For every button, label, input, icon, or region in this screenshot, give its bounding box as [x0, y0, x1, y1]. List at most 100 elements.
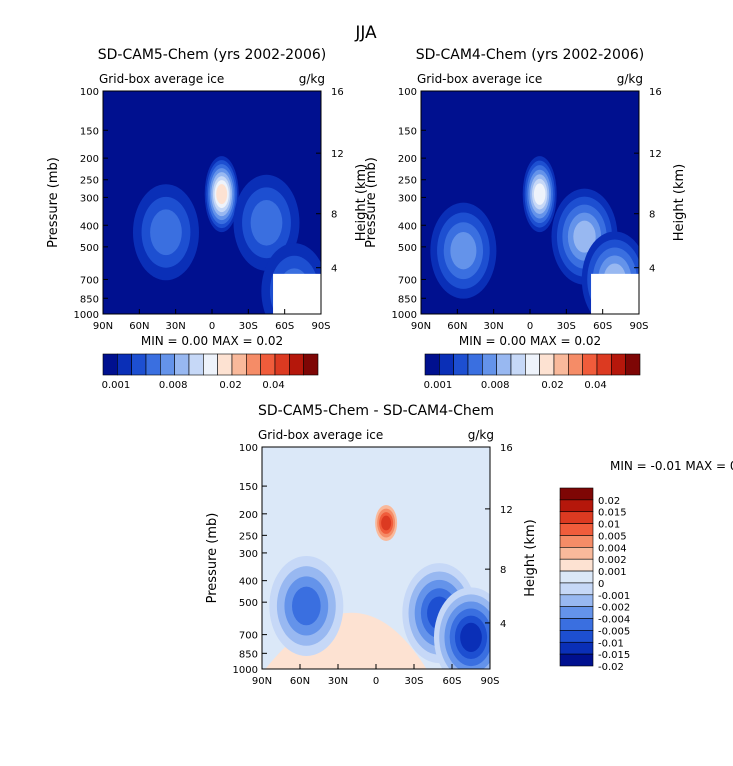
colorbar-swatch	[467, 353, 483, 376]
y-tick-label: 200	[398, 154, 417, 165]
y-tick-label: 150	[398, 126, 417, 137]
colorbar-swatch	[203, 353, 218, 376]
colorbar-swatch	[525, 353, 540, 376]
x-tick-label: 90S	[311, 321, 330, 332]
colorbar-swatch	[260, 353, 276, 376]
colorbar-swatch	[582, 353, 598, 376]
panel-cam5: SD-CAM5-Chem (yrs 2002-2006) Grid-box ave…	[46, 47, 369, 391]
y-tick-label: 850	[80, 294, 99, 305]
colorbar-swatch	[559, 570, 594, 584]
panel-subtitle: Grid-box average ice	[417, 72, 542, 86]
colorbar-swatch	[145, 353, 161, 376]
y-axis: 100 150 200 250 300 400 500 700 850 1000	[74, 87, 108, 321]
negative-contour	[292, 586, 321, 626]
height-tick-label: 8	[500, 565, 506, 576]
panel-cam4: SD-CAM4-Chem (yrs 2002-2006) Grid-box ave…	[364, 47, 687, 391]
height-tick-label: 4	[331, 264, 337, 275]
y-tick-label: 250	[80, 176, 99, 187]
colorbar-label: -0.01	[598, 638, 624, 649]
x-tick-label: 60N	[290, 676, 310, 687]
colorbar-label: -0.02	[598, 662, 624, 673]
panel-subtitle: Grid-box average ice	[99, 72, 224, 86]
colorbar-swatch	[439, 353, 454, 376]
y-tick-label: 150	[239, 482, 258, 493]
colorbar-swatch	[117, 353, 132, 376]
height-axis-label: Height (km)	[672, 164, 687, 241]
y-tick-label: 1000	[74, 310, 99, 321]
x-tick-label: 30S	[404, 676, 423, 687]
y-tick-label: 400	[239, 577, 258, 588]
colorbar-label: 0.015	[598, 508, 627, 519]
colorbar-label: 0.04	[584, 380, 606, 391]
height-axis-label: Height (km)	[354, 164, 369, 241]
colorbar-label: 0.01	[598, 520, 620, 531]
colorbar-swatch	[559, 558, 594, 572]
x-tick-label: 30S	[239, 321, 258, 332]
colorbar-label: 0.02	[598, 496, 620, 507]
colorbar-swatch	[559, 523, 594, 536]
colorbar-label: -0.002	[598, 603, 630, 614]
colorbar-label: 0.02	[541, 380, 563, 391]
y-tick-label: 500	[239, 598, 258, 609]
contour-level	[533, 183, 546, 205]
height-tick-label: 12	[331, 149, 344, 160]
colorbar-swatch	[289, 353, 304, 376]
y-axis: 100 150 200 250 300 400 500 700 850 1000	[392, 87, 426, 321]
x-tick-label: 90S	[480, 676, 499, 687]
y-tick-label: 300	[239, 549, 258, 560]
height-tick-label: 16	[649, 87, 662, 98]
panel-difference: SD-CAM5-Chem - SD-CAM4-Chem Grid-box aver…	[205, 403, 733, 687]
negative-contour	[460, 622, 482, 652]
colorbar-swatch	[231, 353, 247, 376]
y-tick-label: 500	[398, 243, 417, 254]
x-tick-label: 0	[209, 321, 215, 332]
y-tick-label: 250	[398, 176, 417, 187]
height-axis: 16 12 8 4	[634, 87, 662, 275]
y-tick-label: 700	[80, 275, 99, 286]
x-axis: 90N 60N 30N 0 30S 60S 90S	[93, 309, 331, 332]
colorbar-label: 0.001	[102, 380, 131, 391]
height-tick-label: 12	[500, 505, 513, 516]
height-tick-label: 8	[649, 210, 655, 221]
colorbar-swatch	[131, 353, 147, 376]
min-max-label: MIN = -0.01 MAX = 0.00	[610, 459, 733, 473]
colorbar-swatch	[611, 353, 626, 376]
contour-level	[150, 209, 182, 256]
y-tick-label: 850	[239, 649, 258, 660]
y-axis-label: Pressure (mb)	[205, 513, 220, 604]
colorbar-swatch	[559, 547, 594, 560]
x-tick-label: 60N	[129, 321, 149, 332]
colorbar: 0.001 0.008 0.02 0.04	[424, 353, 641, 391]
colorbar-label: -0.001	[598, 591, 630, 602]
panel-units: g/kg	[468, 428, 494, 442]
missing-data	[591, 273, 639, 314]
height-tick-label: 16	[500, 443, 513, 454]
colorbar-swatch	[274, 353, 290, 376]
panel-title: SD-CAM5-Chem (yrs 2002-2006)	[98, 47, 326, 63]
panel-units: g/kg	[299, 72, 325, 86]
y-tick-label: 300	[398, 193, 417, 204]
panel-title: SD-CAM4-Chem (yrs 2002-2006)	[416, 47, 644, 63]
colorbar-label: 0.02	[219, 380, 241, 391]
colorbar-swatch	[188, 353, 204, 376]
height-tick-label: 4	[649, 264, 655, 275]
colorbar-label: 0.04	[262, 380, 284, 391]
y-tick-label: 700	[398, 275, 417, 286]
colorbar-swatch	[559, 641, 594, 655]
colorbar-swatch	[559, 630, 594, 643]
colorbar-swatch	[559, 582, 594, 596]
x-tick-label: 90N	[411, 321, 431, 332]
y-tick-label: 500	[80, 243, 99, 254]
x-tick-label: 60S	[442, 676, 461, 687]
colorbar-label: 0.001	[598, 567, 627, 578]
y-tick-label: 200	[239, 510, 258, 521]
min-max-label: MIN = 0.00 MAX = 0.02	[141, 334, 283, 348]
colorbar-label: 0.002	[598, 555, 627, 566]
panel-title: SD-CAM5-Chem - SD-CAM4-Chem	[258, 403, 494, 419]
height-axis-label: Height (km)	[523, 519, 538, 596]
x-tick-label: 90S	[629, 321, 648, 332]
x-tick-label: 90N	[252, 676, 272, 687]
height-tick-label: 12	[649, 149, 662, 160]
x-axis: 90N 60N 30N 0 30S 60S 90S	[252, 664, 500, 687]
height-tick-label: 4	[500, 619, 506, 630]
